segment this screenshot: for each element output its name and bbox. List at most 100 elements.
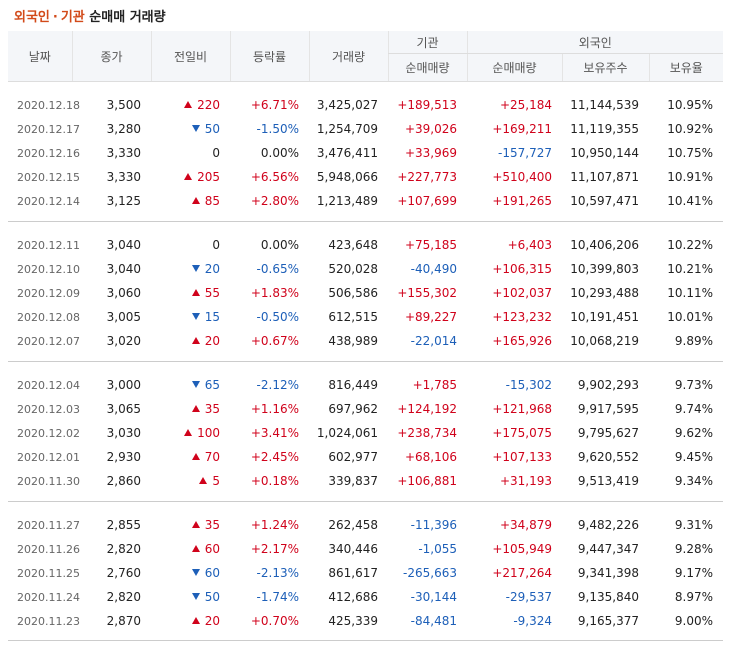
cell-foreign-ratio: 9.28% — [674, 542, 713, 556]
cell-foreign-ratio: 9.45% — [674, 450, 713, 464]
cell-foreign-net: -9,324 — [513, 614, 552, 628]
cell-change: 100 — [151, 421, 230, 445]
header-foreign-net: 순매매량 — [466, 53, 562, 82]
cell-date: 2020.12.09 — [17, 286, 80, 300]
cell-close: 3,125 — [106, 194, 141, 208]
cell-foreign-holdings: 10,399,803 — [570, 262, 639, 276]
cell-change: 35 — [151, 513, 230, 537]
table-row: 2020.12.17 3,280 50 -1.50% 1,254,709 +39,026 +… — [8, 117, 723, 141]
cell-volume: 262,458 — [328, 518, 378, 532]
row-spacer — [8, 362, 723, 374]
cell-foreign-net: +34,879 — [499, 518, 552, 532]
cell-inst-net: +39,026 — [404, 122, 457, 136]
cell-foreign-holdings: 9,902,293 — [577, 378, 639, 392]
cell-change: 0 — [151, 233, 230, 257]
cell-date: 2020.11.27 — [17, 518, 80, 532]
cell-change: 85 — [151, 189, 230, 213]
cell-change: 205 — [151, 165, 230, 189]
cell-foreign-holdings: 10,406,206 — [570, 238, 639, 252]
triangle-up-icon — [191, 197, 200, 204]
triangle-up-icon — [199, 477, 208, 484]
triangle-up-icon — [191, 545, 200, 552]
cell-date: 2020.11.25 — [17, 566, 80, 580]
cell-inst-net: -84,481 — [410, 614, 457, 628]
cell-inst-net: +33,969 — [404, 146, 457, 160]
triangle-up-icon — [184, 173, 193, 180]
cell-close: 3,030 — [106, 426, 141, 440]
cell-foreign-holdings: 9,135,840 — [577, 590, 639, 604]
header-rate: 등락률 — [229, 31, 309, 82]
cell-volume: 425,339 — [328, 614, 378, 628]
header-volume: 거래량 — [308, 31, 388, 82]
cell-date: 2020.12.07 — [17, 334, 80, 348]
cell-foreign-holdings: 11,144,539 — [570, 98, 639, 112]
header-foreign-ratio: 보유율 — [648, 53, 723, 82]
cell-foreign-net: +169,211 — [492, 122, 552, 136]
cell-date: 2020.12.01 — [17, 450, 80, 464]
header-foreign: 외국인 — [466, 31, 723, 54]
table-row: 2020.12.15 3,330 205 +6.56% 5,948,066 +227,77… — [8, 165, 723, 189]
table-row: 2020.12.14 3,125 85 +2.80% 1,213,489 +107,699… — [8, 189, 723, 213]
cell-change: 60 — [151, 561, 230, 585]
cell-date: 2020.12.04 — [17, 378, 80, 392]
triangle-up-icon — [191, 453, 200, 460]
table-row: 2020.11.27 2,855 35 +1.24% 262,458 -11,396 +34… — [8, 513, 723, 537]
cell-rate: +0.70% — [250, 614, 299, 628]
triangle-down-icon — [191, 593, 200, 600]
triangle-down-icon — [191, 265, 200, 272]
title-institution: 기관 — [60, 10, 85, 25]
cell-inst-net: +89,227 — [404, 310, 457, 324]
cell-inst-net: +189,513 — [397, 98, 457, 112]
cell-volume: 1,254,709 — [316, 122, 378, 136]
header-date: 날짜 — [8, 31, 72, 82]
cell-foreign-ratio: 9.62% — [674, 426, 713, 440]
triangle-up-icon — [184, 429, 193, 436]
cell-foreign-holdings: 10,597,471 — [570, 194, 639, 208]
change-value: 15 — [204, 310, 220, 324]
table-row: 2020.12.11 3,040 0 0.00% 423,648 +75,185 +6,40… — [8, 233, 723, 257]
cell-date: 2020.12.17 — [17, 122, 80, 136]
cell-foreign-ratio: 9.73% — [674, 378, 713, 392]
cell-close: 3,040 — [106, 238, 141, 252]
cell-close: 2,855 — [106, 518, 141, 532]
triangle-down-icon — [191, 569, 200, 576]
cell-rate: +3.41% — [250, 426, 299, 440]
table-row: 2020.12.09 3,060 55 +1.83% 506,586 +155,302 +1… — [8, 281, 723, 305]
table-body: 2020.12.18 3,500 220 +6.71% 3,425,027 +189,51… — [8, 82, 723, 645]
cell-rate: +6.56% — [250, 170, 299, 184]
cell-foreign-ratio: 10.75% — [667, 146, 713, 160]
cell-volume: 3,425,027 — [316, 98, 378, 112]
cell-volume: 339,837 — [328, 474, 378, 488]
cell-foreign-net: +25,184 — [499, 98, 552, 112]
row-spacer — [8, 82, 723, 94]
cell-foreign-holdings: 11,107,871 — [570, 170, 639, 184]
cell-foreign-net: +102,037 — [492, 286, 552, 300]
cell-change: 35 — [151, 397, 230, 421]
header-close: 종가 — [71, 31, 151, 82]
cell-close: 2,760 — [106, 566, 141, 580]
cell-change: 20 — [151, 609, 230, 633]
cell-rate: -2.12% — [256, 378, 299, 392]
change-value: 5 — [212, 474, 220, 488]
table-row: 2020.11.24 2,820 50 -1.74% 412,686 -30,144 -29… — [8, 585, 723, 609]
table-row: 2020.11.25 2,760 60 -2.13% 861,617 -265,663 +2… — [8, 561, 723, 585]
cell-inst-net: -22,014 — [410, 334, 457, 348]
table-row: 2020.12.01 2,930 70 +2.45% 602,977 +68,106 +10… — [8, 445, 723, 469]
title-rest: 순매매 거래량 — [89, 10, 166, 25]
triangle-up-icon — [191, 405, 200, 412]
cell-close: 2,860 — [106, 474, 141, 488]
cell-rate: +1.16% — [250, 402, 299, 416]
cell-rate: +1.83% — [250, 286, 299, 300]
cell-volume: 816,449 — [328, 378, 378, 392]
cell-foreign-ratio: 9.89% — [674, 334, 713, 348]
section-title: 외국인 · 기관 순매매 거래량 — [14, 6, 166, 25]
cell-foreign-holdings: 10,293,488 — [570, 286, 639, 300]
cell-foreign-holdings: 9,482,226 — [577, 518, 639, 532]
trading-table: 날짜 종가 전일비 등락률 거래량 기관 외국인 순매매량 순매매량 보유주수 … — [8, 31, 723, 644]
cell-change: 65 — [151, 373, 230, 397]
change-value: 60 — [204, 566, 220, 580]
change-value: 50 — [204, 122, 220, 136]
cell-volume: 1,024,061 — [316, 426, 378, 440]
cell-date: 2020.12.08 — [17, 310, 80, 324]
cell-date: 2020.12.02 — [17, 426, 80, 440]
